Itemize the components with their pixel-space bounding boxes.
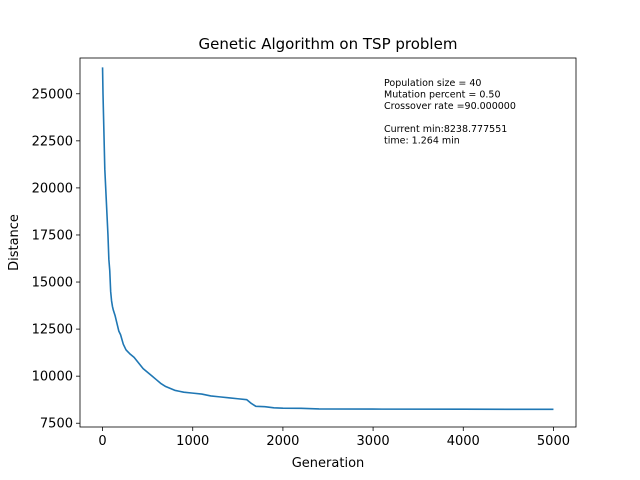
y-tick-label: 10000 <box>32 370 73 385</box>
x-axis: 0 1000 2000 3000 4000 5000 <box>98 427 570 449</box>
y-tick-label: 12500 <box>32 323 73 338</box>
x-tick-label: 1000 <box>176 434 209 449</box>
y-tick-label: 22500 <box>32 134 73 149</box>
y-tick-label: 15000 <box>32 276 73 291</box>
x-tick-label: 3000 <box>357 434 390 449</box>
y-tick-label: 25000 <box>32 87 73 102</box>
annotation-line: Population size = 40 <box>384 78 481 89</box>
series-line-distance <box>101 67 554 411</box>
x-tick-label: 0 <box>98 434 106 449</box>
y-axis: 7500 10000 12500 15000 17500 20000 22500 25000 <box>32 87 80 432</box>
annotation-line: Mutation percent = 0.50 <box>384 90 501 101</box>
plot-frame <box>79 57 577 428</box>
chart-title: Genetic Algorithm on TSP problem <box>199 35 458 53</box>
y-tick-label: 17500 <box>32 228 73 243</box>
x-axis-title: Generation <box>292 456 365 471</box>
y-axis-title: Distance <box>7 214 22 271</box>
x-tick-label: 2000 <box>266 434 299 449</box>
annotation-line: Crossover rate =90.000000 <box>384 101 516 112</box>
x-tick-label: 4000 <box>447 434 480 449</box>
annotation-line: Current min:8238.777551 <box>384 124 507 135</box>
y-tick-label: 7500 <box>40 417 73 432</box>
x-tick-label: 5000 <box>537 434 570 449</box>
annotation-line: time: 1.264 min <box>384 136 460 147</box>
y-tick-label: 20000 <box>32 181 73 196</box>
